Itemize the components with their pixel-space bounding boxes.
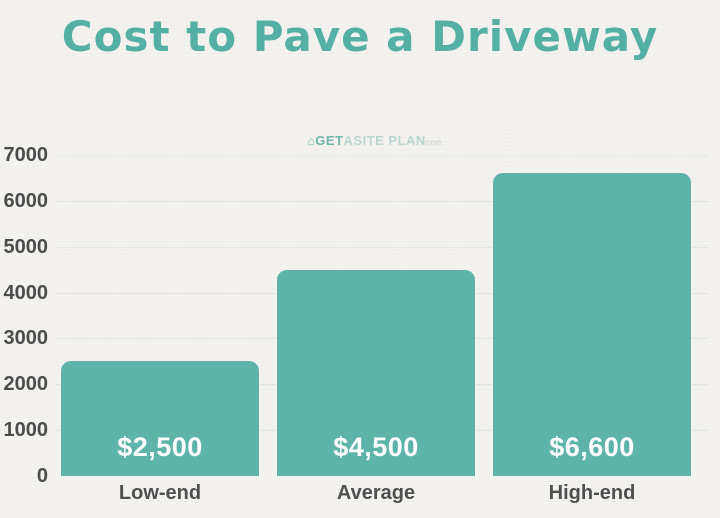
y-tick-label: 7000: [3, 144, 49, 166]
gridline: [56, 200, 708, 202]
watermark-siteplan: SITE PLAN: [353, 133, 426, 148]
gridline: [56, 155, 708, 156]
gridline: [56, 246, 708, 248]
watermark-suffix: com: [425, 138, 443, 147]
y-tick-label: 6000: [3, 189, 49, 212]
bar: [493, 173, 691, 476]
chart-title: Cost to Pave a Driveway: [61, 12, 659, 61]
watermark-get: GET: [315, 133, 344, 148]
y-tick-label: 2000: [3, 373, 49, 396]
bar: [277, 269, 475, 476]
y-tick-label: 5000: [3, 235, 49, 258]
y-tick-label: 0: [36, 465, 48, 487]
bar: [61, 361, 259, 476]
siteplan-house-icon: ⌂: [307, 134, 316, 148]
bar-category-label: High-end: [548, 482, 636, 504]
bar-value-label: $6,600: [549, 432, 635, 462]
watermark-a: A: [343, 133, 354, 148]
y-tick-label: 1000: [3, 419, 49, 442]
bar-category-label: Average: [336, 482, 416, 504]
bar-category-label: Low-end: [118, 482, 202, 504]
bar-value-label: $4,500: [333, 432, 419, 462]
y-tick-label: 4000: [3, 281, 49, 304]
y-tick-label: 3000: [3, 327, 49, 350]
watermark-logo: ⌂GETASITE PLANcom: [270, 133, 480, 153]
bar-value-label: $2,500: [117, 432, 203, 462]
